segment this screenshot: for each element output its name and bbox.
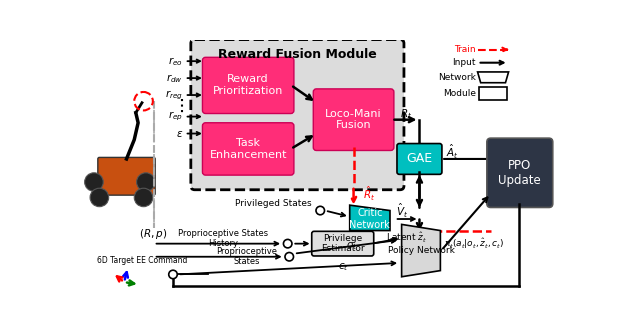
Polygon shape — [349, 205, 390, 231]
Circle shape — [285, 252, 294, 261]
Text: Train: Train — [454, 45, 476, 54]
Circle shape — [134, 188, 153, 207]
Text: Input: Input — [452, 58, 476, 67]
Text: $r_{dw}$: $r_{dw}$ — [166, 72, 183, 84]
Circle shape — [84, 173, 103, 191]
Text: $r_{ep}$: $r_{ep}$ — [168, 110, 183, 123]
FancyBboxPatch shape — [312, 231, 374, 256]
FancyBboxPatch shape — [202, 123, 294, 175]
Text: $\hat{A}_t$: $\hat{A}_t$ — [446, 143, 459, 161]
Text: Proprioceptive States
History: Proprioceptive States History — [179, 229, 268, 248]
Text: $\hat{R}_t$: $\hat{R}_t$ — [363, 184, 375, 203]
Text: $R_t$: $R_t$ — [400, 107, 412, 121]
Text: Task
Enhancement: Task Enhancement — [209, 138, 287, 160]
FancyBboxPatch shape — [487, 138, 553, 208]
Text: $r_{eo}$: $r_{eo}$ — [168, 55, 183, 68]
Text: Policy Network: Policy Network — [388, 246, 454, 255]
Circle shape — [90, 188, 109, 207]
FancyBboxPatch shape — [191, 40, 404, 190]
Text: $\epsilon$: $\epsilon$ — [176, 129, 183, 139]
Text: Network: Network — [438, 73, 476, 82]
Text: Privilege
Estimator: Privilege Estimator — [321, 234, 365, 253]
Text: $c_t$: $c_t$ — [338, 261, 349, 273]
Circle shape — [316, 206, 324, 215]
Polygon shape — [477, 72, 509, 83]
Text: $r_{reg}$: $r_{reg}$ — [165, 88, 183, 102]
Text: $\pi_t(a_t|o_t, \hat{z}_t, c_t)$: $\pi_t(a_t|o_t, \hat{z}_t, c_t)$ — [444, 236, 504, 251]
Circle shape — [284, 240, 292, 248]
Text: Critic
Network: Critic Network — [349, 208, 390, 230]
Text: $(R, p)$: $(R, p)$ — [140, 227, 168, 241]
Text: Proprioceptive
States: Proprioceptive States — [216, 247, 277, 266]
FancyBboxPatch shape — [202, 57, 294, 114]
Circle shape — [169, 270, 177, 279]
Text: Loco-Mani
Fusion: Loco-Mani Fusion — [325, 109, 382, 130]
Text: Reward
Prioritization: Reward Prioritization — [213, 74, 284, 96]
Text: Privileged States: Privileged States — [236, 199, 312, 208]
FancyBboxPatch shape — [313, 89, 394, 150]
Text: PPO
Update: PPO Update — [498, 159, 541, 187]
FancyBboxPatch shape — [98, 157, 155, 195]
Circle shape — [136, 173, 155, 191]
Text: Latent $\hat{z}_t$: Latent $\hat{z}_t$ — [386, 231, 428, 245]
Text: Module: Module — [443, 89, 476, 98]
Text: $o_t$: $o_t$ — [346, 240, 357, 252]
Text: GAE: GAE — [406, 152, 433, 165]
Text: $\hat{V}_t$: $\hat{V}_t$ — [396, 202, 408, 219]
Polygon shape — [402, 224, 440, 277]
Text: 6D Target EE Command: 6D Target EE Command — [97, 256, 187, 265]
Text: Reward Fusion Module: Reward Fusion Module — [218, 48, 377, 61]
FancyBboxPatch shape — [397, 144, 442, 174]
Bar — [479, 87, 507, 100]
